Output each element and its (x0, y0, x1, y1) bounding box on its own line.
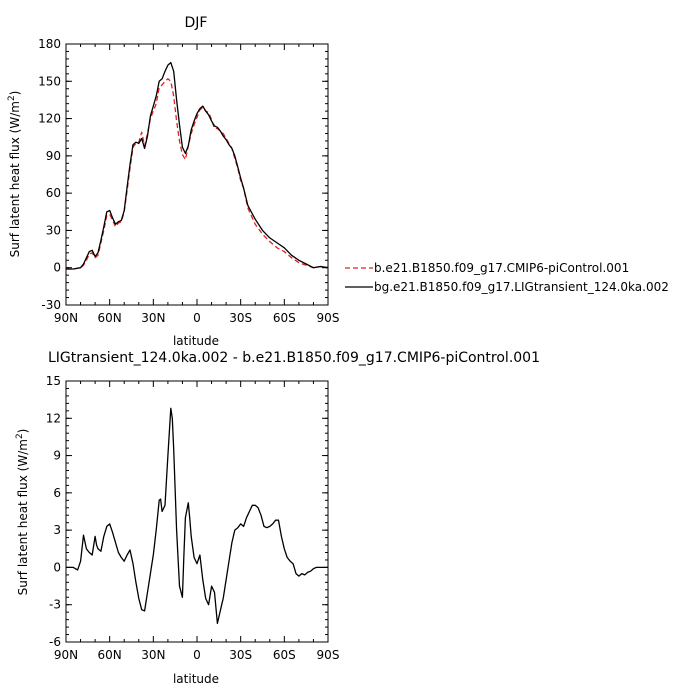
y-tick-label: 3 (53, 523, 61, 537)
legend-label-picontrol: b.e21.B1850.f09_g17.CMIP6-piControl.001 (374, 261, 629, 275)
y-tick-label: 120 (38, 112, 61, 126)
y-tick-label: 12 (46, 411, 61, 425)
y-tick-label: 90 (46, 149, 61, 163)
x-axis-label: latitude (173, 334, 219, 348)
x-tick-label: 60S (273, 648, 296, 662)
chart-panel-djf: DJF 90N 60N 30N 0 30S 60S 90S -30 0 30 60 90 120 150 1… (7, 15, 669, 348)
plot-area: 90N 60N 30N 0 30S 60S 90S -30 0 30 60 90 120 150 180 (38, 37, 339, 325)
y-tick-label: -3 (49, 598, 61, 612)
x-tick-label: 90N (54, 648, 78, 662)
x-tick-label: 30N (141, 311, 165, 325)
x-axis-label: latitude (173, 672, 219, 686)
y-tick-label: 0 (53, 261, 61, 275)
x-tick-label: 60S (273, 311, 296, 325)
x-tick-label: 30S (229, 648, 252, 662)
chart-title: LIGtransient_124.0ka.002 - b.e21.B1850.f… (48, 350, 540, 366)
y-tick-label: 0 (53, 560, 61, 574)
x-tick-label: 90N (54, 311, 78, 325)
y-tick-label: 60 (46, 186, 61, 200)
y-tick-label: 150 (38, 74, 61, 88)
y-axis-label: Surf latent heat flux (W/m2) (15, 429, 30, 596)
y-tick-label: 15 (46, 374, 61, 388)
series-line-0 (66, 407, 328, 625)
y-tick-label: -30 (41, 298, 61, 312)
x-tick-label: 0 (193, 648, 201, 662)
legend-label-ligtransient: bg.e21.B1850.f09_g17.LIGtransient_124.0k… (374, 280, 669, 294)
legend: b.e21.B1850.f09_g17.CMIP6-piControl.001 … (345, 261, 669, 294)
y-axis-label: Surf latent heat flux (W/m2) (7, 91, 22, 258)
plot-frame (65, 380, 329, 643)
x-tick-label: 60N (98, 311, 122, 325)
y-tick-label: 30 (46, 223, 61, 237)
series-line-0 (66, 78, 329, 270)
chart-title: DJF (185, 15, 208, 31)
x-tick-label: 0 (193, 311, 201, 325)
series-line-1 (66, 61, 329, 270)
plot-frame (65, 43, 329, 306)
y-tick-label: 6 (53, 486, 61, 500)
x-tick-label: 90S (317, 311, 340, 325)
y-tick-label: 180 (38, 37, 61, 51)
x-tick-label: 30S (229, 311, 252, 325)
chart-panel-difference: LIGtransient_124.0ka.002 - b.e21.B1850.f… (15, 350, 540, 686)
y-tick-label: -6 (49, 635, 61, 649)
x-tick-label: 30N (141, 648, 165, 662)
x-tick-label: 60N (98, 648, 122, 662)
y-tick-label: 9 (53, 449, 61, 463)
x-tick-label: 90S (317, 648, 340, 662)
plot-area: 90N 60N 30N 0 30S 60S 90S -6 -3 0 3 6 9 12 15 (46, 374, 340, 662)
